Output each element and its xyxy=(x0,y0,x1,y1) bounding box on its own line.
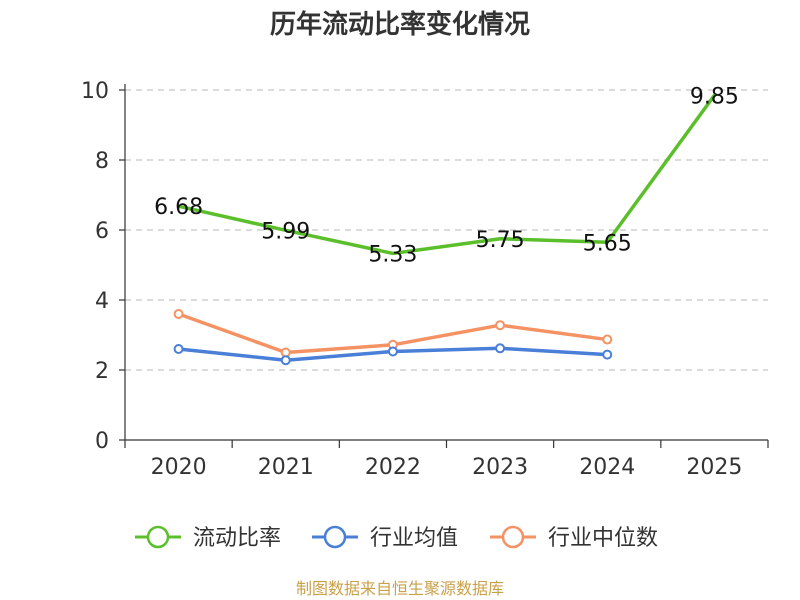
data-label: 9.85 xyxy=(690,84,739,109)
y-tick-label: 2 xyxy=(95,359,109,384)
chart-title: 历年流动比率变化情况 xyxy=(270,9,530,40)
data-label: 5.99 xyxy=(261,219,310,244)
data-point xyxy=(602,349,613,360)
data-label: 5.33 xyxy=(368,242,417,267)
gridlines xyxy=(125,89,768,371)
data-point xyxy=(173,344,184,354)
legend-marker xyxy=(323,525,347,549)
x-tick-label: 2025 xyxy=(686,455,742,480)
y-tick-label: 0 xyxy=(95,429,109,454)
legend-marker xyxy=(146,525,170,549)
legend: 流动比率 行业均值 行业中位数 xyxy=(135,525,658,551)
x-tick-label: 2023 xyxy=(472,455,528,480)
data-point xyxy=(387,346,398,357)
data-point xyxy=(280,355,291,366)
legend-marker xyxy=(501,525,525,549)
source-note: 制图数据来自恒生聚源数据库 xyxy=(296,579,504,598)
y-tick-label: 10 xyxy=(81,79,109,104)
y-tick-label: 4 xyxy=(95,289,109,314)
data-point xyxy=(173,309,184,319)
legend-item[interactable]: 行业中位数 xyxy=(490,525,658,551)
axes: 0 2 4 6 8 10 2020 2021 2022 2023 2024 2025 xyxy=(81,79,769,480)
legend-label: 行业中位数 xyxy=(548,526,658,551)
series-group xyxy=(173,93,717,366)
y-tick-label: 8 xyxy=(95,149,109,174)
legend-label: 流动比率 xyxy=(193,526,281,551)
series-line xyxy=(176,93,717,256)
y-tick-label: 6 xyxy=(95,219,109,244)
data-point xyxy=(495,320,506,331)
legend-item[interactable]: 行业均值 xyxy=(312,525,458,551)
x-tick-label: 2024 xyxy=(579,455,635,480)
data-point xyxy=(495,343,506,354)
data-label: 5.65 xyxy=(583,231,632,256)
x-tick-label: 2021 xyxy=(258,455,314,480)
legend-item[interactable]: 流动比率 xyxy=(135,525,281,551)
x-tick-label: 2020 xyxy=(151,455,207,480)
data-label: 5.75 xyxy=(476,228,525,253)
legend-label: 行业均值 xyxy=(370,526,458,551)
data-point xyxy=(602,334,613,345)
data-label: 6.68 xyxy=(154,195,203,220)
x-tick-label: 2022 xyxy=(365,455,421,480)
data-labels: 6.68 5.99 5.33 5.75 5.65 9.85 xyxy=(154,84,739,267)
